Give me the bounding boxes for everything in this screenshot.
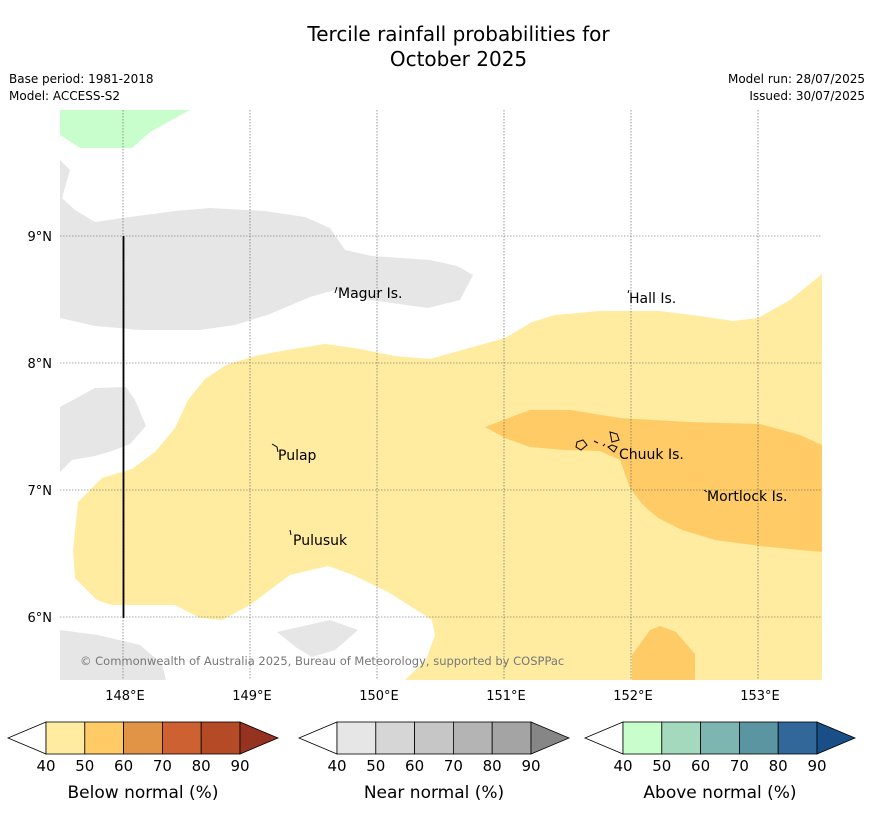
colorbar-tick-label: 90	[230, 757, 249, 775]
colorbar-segment	[45, 721, 86, 755]
lon-label-151: 151°E	[486, 689, 526, 704]
colorbar-min-arrow	[6, 721, 47, 755]
below-normal-region-south	[632, 626, 695, 680]
copyright-notice: © Commonwealth of Australia 2025, Bureau…	[80, 654, 564, 668]
colorbar-segment	[336, 721, 377, 755]
colorbar-min-arrow	[297, 721, 338, 755]
colorbar-tick-label: 90	[521, 757, 540, 775]
issued-date: Issued: 30/07/2025	[749, 89, 865, 103]
lat-label-8: 8°N	[28, 357, 53, 372]
lon-label-152: 152°E	[613, 689, 653, 704]
colorbar-label: Near normal (%)	[364, 783, 504, 803]
chuuk-lagoon-shape	[575, 431, 620, 453]
colorbar-tick-label: 60	[114, 757, 133, 775]
colorbar-tick-label: 80	[192, 757, 211, 775]
label-mortlock: Mortlock Is.	[707, 489, 787, 505]
colorbar-tick-label: 60	[691, 757, 710, 775]
colorbar-tick-label: 70	[444, 757, 463, 775]
colorbar-segment	[414, 721, 454, 755]
colorbar-segment	[452, 721, 493, 755]
model-name: Model: ACCESS-S2	[9, 89, 121, 103]
colorbar-segment	[161, 721, 202, 755]
title-line-1: Tercile rainfall probabilities for	[307, 22, 610, 46]
colorbar-tick-label: 80	[769, 757, 788, 775]
latitude-labels: 9°N 8°N 7°N 6°N	[28, 230, 53, 626]
colorbar-tick-label: 40	[613, 757, 632, 775]
colorbar-segment	[123, 721, 163, 755]
colorbar-segment	[375, 721, 415, 755]
label-pulap: Pulap	[278, 448, 317, 464]
label-pulusuk: Pulusuk	[293, 533, 348, 549]
colorbar-min-arrow	[583, 721, 624, 755]
colorbar-max-arrow	[530, 721, 571, 755]
below-normal-region-main	[73, 274, 822, 680]
colorbar-label: Above normal (%)	[643, 783, 796, 803]
colorbar-tick-label: 50	[75, 757, 94, 775]
colorbar-segment	[84, 721, 125, 755]
near-normal-region-north	[60, 160, 473, 330]
colorbar-tick-label: 50	[366, 757, 385, 775]
colorbar-tick-label: 90	[807, 757, 826, 775]
above-normal-region	[60, 110, 190, 148]
near-normal-region-west	[60, 387, 146, 472]
lat-label-7: 7°N	[28, 484, 53, 499]
pulap-island-shape	[271, 443, 279, 453]
colorbar-tick-label: 70	[153, 757, 172, 775]
hall-island-shape	[627, 289, 630, 294]
map-title: Tercile rainfall probabilities for Octob…	[0, 22, 873, 72]
map-area: Magur Is. Hall Is. Pulap Chuuk Is. Mortl…	[60, 110, 822, 680]
longitude-labels: 148°E 149°E 150°E 151°E 152°E 153°E	[105, 689, 780, 704]
label-magur: Magur Is.	[338, 286, 403, 302]
near-normal-region-south	[277, 620, 358, 657]
colorbar-label: Below normal (%)	[68, 783, 219, 803]
below-normal-region-chuuk	[485, 410, 822, 552]
lon-label-148: 148°E	[105, 689, 145, 704]
colorbar-above-normal: 40 50 60 70 80 90 Above normal (%)	[583, 721, 857, 803]
meta-left: Base period: 1981-2018 Model: ACCESS-S2	[9, 71, 154, 105]
colorbar-segment	[622, 721, 663, 755]
colorbar-segment	[777, 721, 818, 755]
lat-label-9: 9°N	[28, 230, 53, 245]
islands	[271, 286, 708, 536]
colorbar-near-normal: 40 50 60 70 80 90 Near normal (%)	[297, 721, 571, 803]
meta-right: Model run: 28/07/2025 Issued: 30/07/2025	[728, 71, 865, 105]
colorbar-segment	[700, 721, 740, 755]
colorbar-tick-label: 40	[36, 757, 55, 775]
colorbar-tick-label: 80	[483, 757, 502, 775]
pulusuk-island-shape	[289, 529, 292, 536]
label-chuuk: Chuuk Is.	[619, 447, 684, 463]
colorbar-tick-label: 40	[327, 757, 346, 775]
lon-label-153: 153°E	[740, 689, 780, 704]
colorbar-segment	[491, 721, 532, 755]
base-period: Base period: 1981-2018	[9, 72, 154, 86]
colorbar-below-normal: 40 50 60 70 80 90 Below normal (%)	[6, 721, 280, 803]
title-line-2: October 2025	[389, 47, 528, 71]
colorbar-tick-label: 60	[405, 757, 424, 775]
magur-island-shape	[334, 286, 338, 294]
colorbar-tick-label: 50	[652, 757, 671, 775]
near-normal-region-south-west	[60, 630, 166, 680]
model-run: Model run: 28/07/2025	[727, 72, 865, 86]
colorbar-max-arrow	[239, 721, 280, 755]
lon-label-149: 149°E	[232, 689, 272, 704]
lat-label-6: 6°N	[28, 611, 53, 626]
colorbar-tick-label: 70	[730, 757, 749, 775]
colorbar-max-arrow	[816, 721, 857, 755]
lon-label-150: 150°E	[359, 689, 399, 704]
colorbar-segment	[661, 721, 701, 755]
label-hall: Hall Is.	[629, 291, 676, 307]
place-labels: Magur Is. Hall Is. Pulap Chuuk Is. Mortl…	[278, 286, 787, 549]
colorbar-segment	[739, 721, 779, 755]
colorbar-segment	[200, 721, 241, 755]
mortlock-island-shape	[703, 489, 708, 493]
